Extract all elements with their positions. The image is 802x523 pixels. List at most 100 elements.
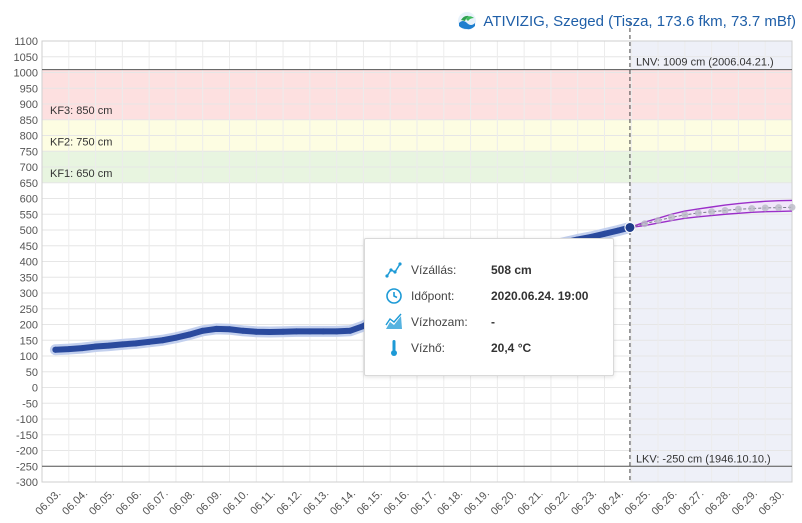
x-tick-label: 06.10.	[221, 488, 251, 518]
measured-point	[159, 337, 166, 344]
band-label: KF2: 750 cm	[50, 136, 112, 148]
y-tick-label: 450	[20, 241, 38, 253]
x-tick-label: 06.13.	[301, 488, 331, 518]
station-title: ATIVIZIG, Szeged (Tisza, 173.6 fkm, 73.7…	[483, 12, 796, 30]
x-tick-label: 06.30.	[757, 488, 787, 518]
forecast-point	[667, 213, 675, 221]
measured-point	[65, 346, 72, 353]
measured-point	[213, 325, 220, 332]
y-tick-label: -100	[16, 414, 38, 426]
measured-point	[280, 328, 287, 335]
measured-point	[172, 334, 179, 341]
x-tick-label: 06.21.	[516, 488, 546, 518]
tooltip-value: 20,4 °C	[491, 341, 532, 355]
measured-point	[226, 326, 233, 333]
clock-icon	[385, 287, 403, 305]
y-tick-label: 400	[20, 257, 38, 269]
tooltip-value: 508 cm	[491, 263, 532, 277]
x-tick-label: 06.17.	[408, 488, 438, 518]
y-tick-label: 600	[20, 194, 38, 206]
y-tick-label: 350	[20, 272, 38, 284]
y-tick-label: 250	[20, 304, 38, 316]
measured-point	[132, 340, 139, 347]
x-tick-label: 06.15.	[355, 488, 385, 518]
ativizig-logo-icon	[457, 11, 477, 31]
forecast-point	[721, 206, 729, 214]
y-tick-label: 700	[20, 162, 38, 174]
x-tick-label: 06.29.	[730, 488, 760, 518]
x-tick-label: 06.12.	[274, 488, 304, 518]
measured-point	[333, 328, 340, 335]
measured-point	[347, 327, 354, 334]
tooltip-label: Vízállás:	[411, 263, 457, 277]
y-tick-label: -50	[22, 398, 38, 410]
measured-point	[119, 341, 126, 348]
measured-point	[306, 328, 313, 335]
measured-point	[253, 328, 260, 335]
y-tick-label: 1100	[14, 36, 38, 48]
x-tick-label: 06.23.	[569, 488, 599, 518]
x-tick-label: 06.22.	[542, 488, 572, 518]
x-tick-label: 06.07.	[141, 488, 171, 518]
current-point-marker	[624, 221, 636, 233]
x-tick-label: 06.11.	[248, 488, 278, 518]
tooltip-label: Vízhő:	[411, 341, 446, 355]
tooltip-label: Vízhozam:	[411, 315, 468, 329]
tooltip-row-water-temp: Vízhő: 20,4 °C	[385, 339, 531, 357]
y-tick-label: 500	[20, 225, 38, 237]
measured-point	[293, 328, 300, 335]
x-tick-label: 06.18.	[435, 488, 465, 518]
band-label: KF1: 650 cm	[50, 168, 112, 180]
y-tick-label: 850	[20, 115, 38, 127]
station-header: ATIVIZIG, Szeged (Tisza, 173.6 fkm, 73.7…	[457, 11, 796, 31]
measured-point	[92, 343, 99, 350]
forecast-point	[748, 205, 756, 213]
band-label: KF3: 850 cm	[50, 105, 112, 117]
tooltip-value: 2020.06.24. 19:00	[491, 289, 589, 303]
measured-point	[146, 338, 153, 345]
forecast-point	[654, 217, 662, 225]
x-tick-label: 06.14.	[328, 488, 358, 518]
x-tick-label: 06.05.	[87, 488, 117, 518]
y-tick-label: -250	[16, 461, 38, 473]
measured-point	[320, 328, 327, 335]
y-tick-label: -300	[16, 477, 38, 489]
forecast-point	[694, 209, 702, 217]
measured-point	[186, 331, 193, 338]
x-tick-label: 06.27.	[676, 488, 706, 518]
x-tick-label: 06.19.	[462, 488, 492, 518]
forecast-point	[641, 220, 649, 228]
measured-point	[52, 346, 59, 353]
forecast-point	[775, 204, 783, 212]
y-tick-label: 50	[26, 367, 38, 379]
forecast-point	[761, 204, 769, 212]
tooltip-row-discharge: Vízhozam: -	[385, 313, 495, 331]
x-tick-label: 06.25.	[623, 488, 653, 518]
x-tick-label: 06.09.	[194, 488, 224, 518]
forecast-point	[681, 211, 689, 219]
x-tick-label: 06.26.	[649, 488, 679, 518]
data-tooltip: Vízállás: 508 cm Időpont: 2020.06.24. 19…	[364, 238, 614, 376]
y-tick-label: 950	[20, 83, 38, 95]
thermometer-icon	[385, 339, 403, 357]
reference-line-label: LKV: -250 cm (1946.10.10.)	[636, 453, 771, 465]
y-tick-label: 800	[20, 131, 38, 143]
measured-point	[601, 230, 608, 237]
x-tick-label: 06.03.	[33, 488, 63, 518]
y-tick-label: -150	[16, 430, 38, 442]
y-tick-label: 200	[20, 320, 38, 332]
forecast-point	[788, 203, 796, 211]
y-tick-label: 650	[20, 178, 38, 190]
x-tick-label: 06.08.	[167, 488, 197, 518]
y-tick-label: 150	[20, 335, 38, 347]
y-tick-label: 1000	[14, 68, 38, 80]
reference-line-label: LNV: 1009 cm (2006.04.21.)	[636, 57, 774, 69]
measured-point	[105, 342, 112, 349]
x-tick-label: 06.20.	[489, 488, 519, 518]
y-tick-label: 0	[32, 383, 38, 395]
y-tick-label: 550	[20, 209, 38, 221]
measured-point	[239, 327, 246, 334]
y-tick-label: 300	[20, 288, 38, 300]
x-tick-label: 06.24.	[596, 488, 626, 518]
tooltip-label: Időpont:	[411, 289, 455, 303]
